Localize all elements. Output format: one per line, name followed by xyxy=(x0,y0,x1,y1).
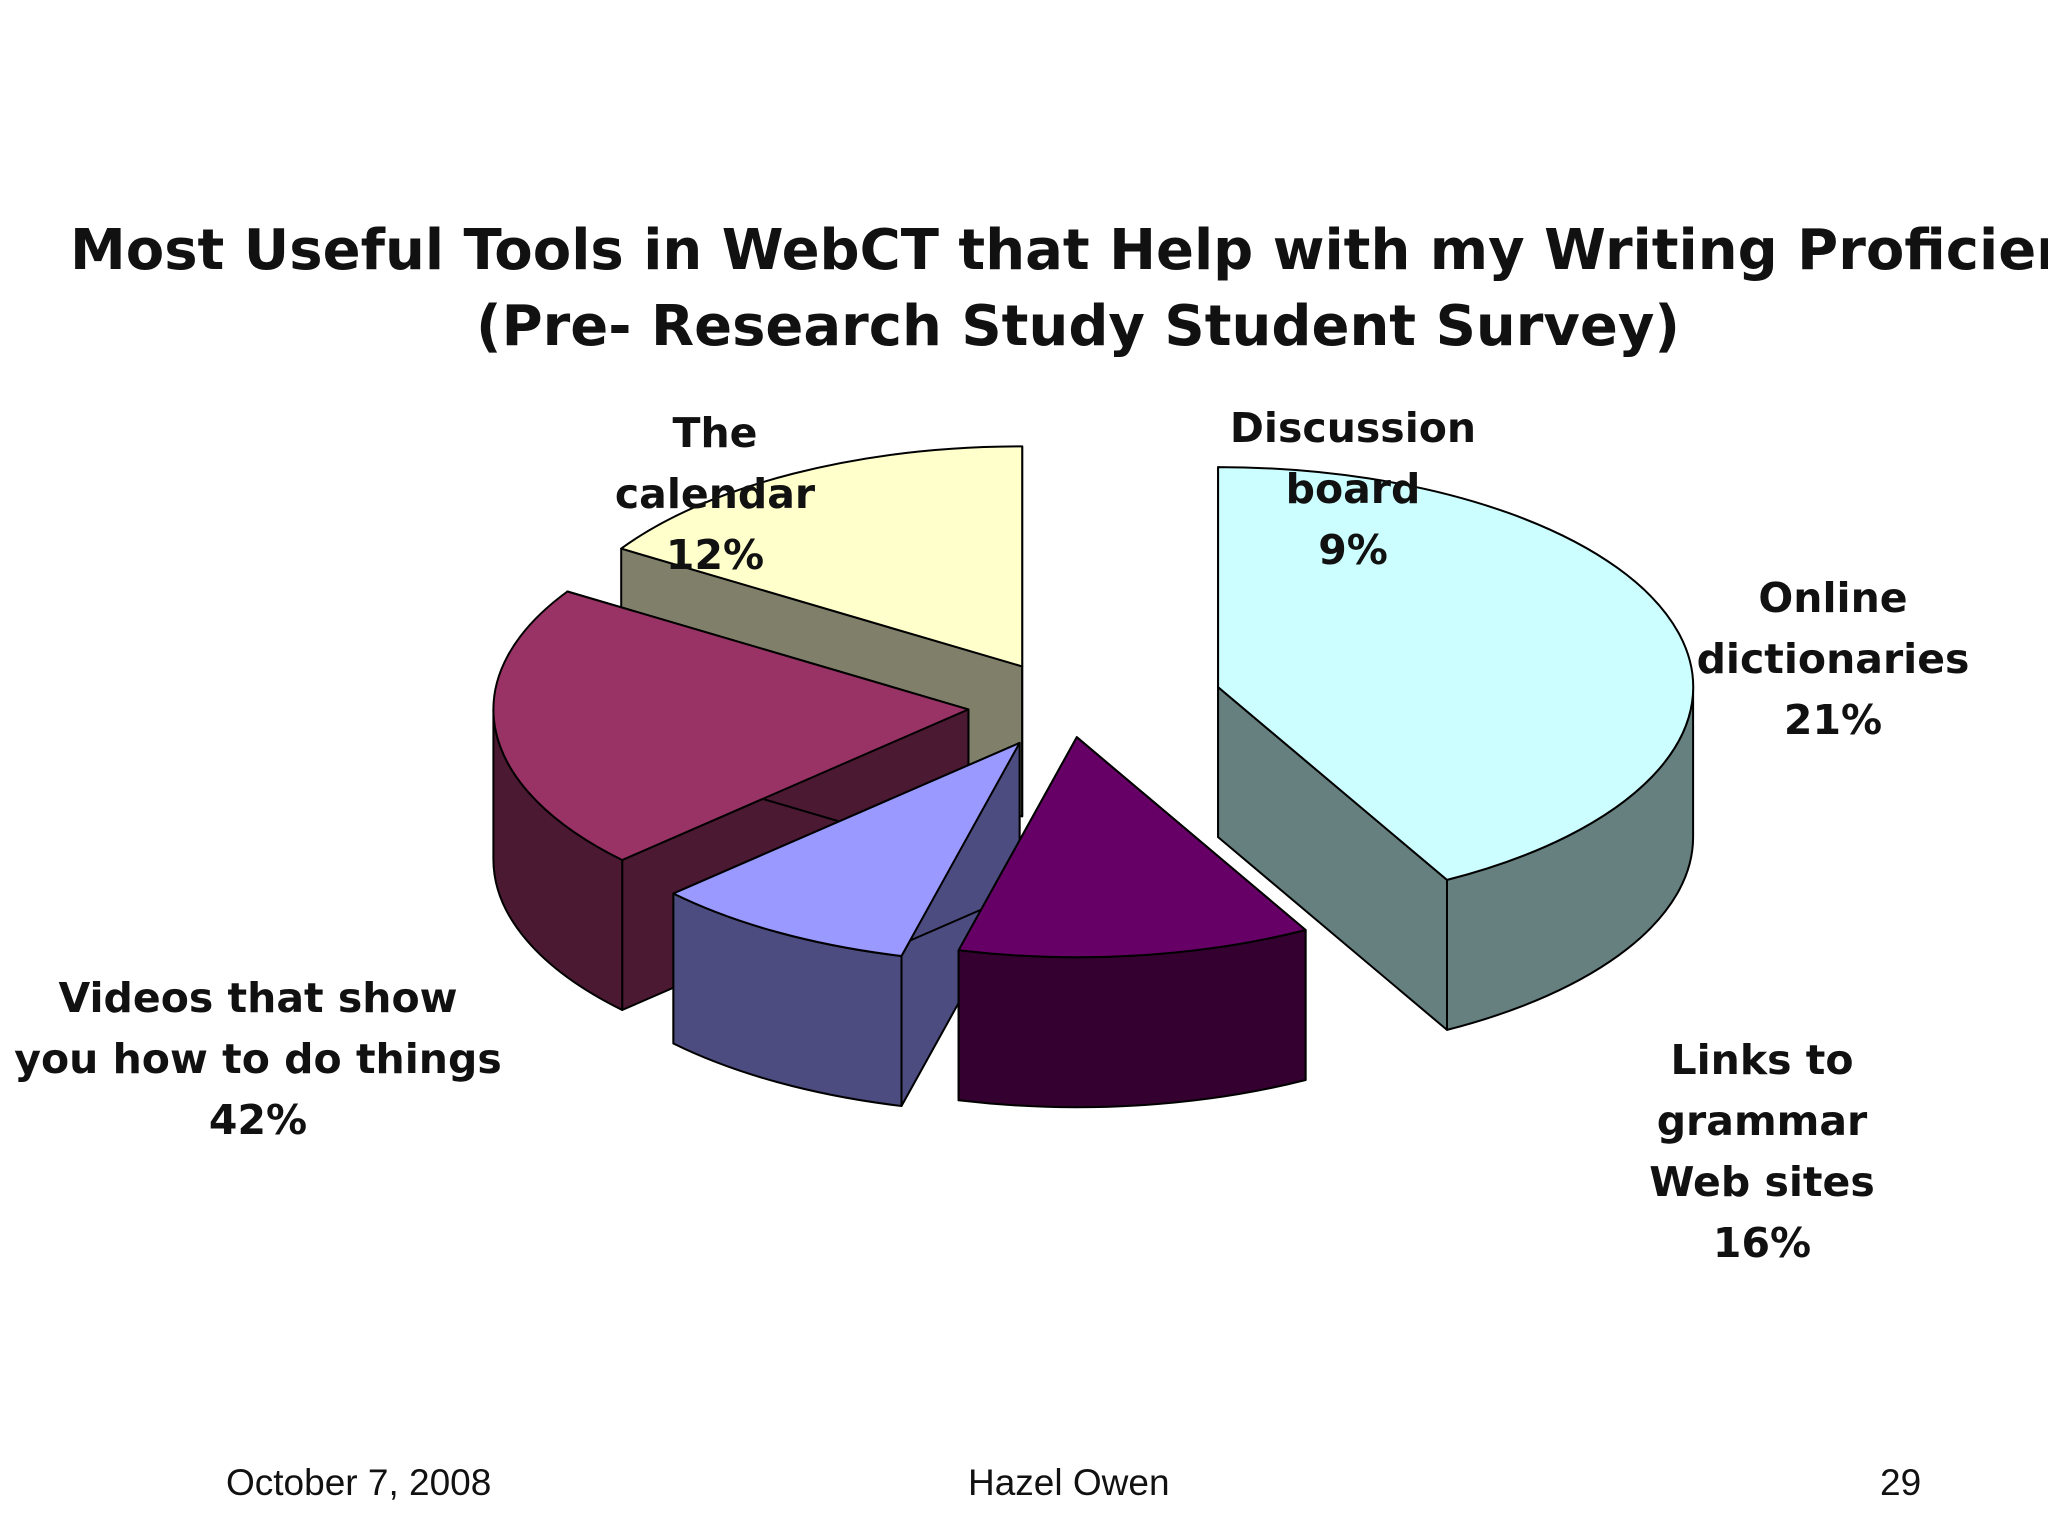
pie-slice-top-2 xyxy=(672,741,1021,957)
pie-slice-top-4 xyxy=(620,445,1024,668)
slice-label-4: Links to grammar Web sites 16% xyxy=(1619,1030,1905,1274)
slice-label-percent-0: 42% xyxy=(208,1096,308,1144)
slice-label-percent-1: 12% xyxy=(665,531,765,579)
slice-label-percent-4: 16% xyxy=(1712,1219,1812,1267)
slice-label-2: Discussion board 9% xyxy=(1230,398,1476,581)
slice-label-percent-2: 9% xyxy=(1318,526,1388,574)
footer-page-number: 29 xyxy=(1880,1462,1922,1503)
pie-slice-1 xyxy=(957,736,1307,1109)
slice-label-name-4: Links to grammar Web sites xyxy=(1649,1036,1875,1206)
footer-author: Hazel Owen xyxy=(968,1462,1170,1503)
slice-label-1: The calendar 12% xyxy=(615,403,815,586)
chart-subtitle: (Pre- Research Study Student Survey) xyxy=(476,294,1680,359)
footer-date: October 7, 2008 xyxy=(226,1462,492,1503)
pie-slice-top-1 xyxy=(957,736,1307,959)
slice-label-3: Online dictionaries 21% xyxy=(1697,568,1970,751)
slice-label-name-3: Online dictionaries xyxy=(1696,574,1970,683)
slice-label-0: Videos that show you how to do things 42% xyxy=(14,968,501,1151)
slice-label-name-0: Videos that show you how to do things xyxy=(14,974,502,1083)
pie-slice-0 xyxy=(1217,466,1695,1031)
chart-title: Most Useful Tools in WebCT that Help wit… xyxy=(70,218,2048,283)
pie-slice-2 xyxy=(672,741,1021,1107)
slice-label-name-1: The calendar xyxy=(614,409,816,518)
slice-label-percent-3: 21% xyxy=(1783,696,1883,744)
slice-label-name-2: Discussion board xyxy=(1229,404,1477,513)
pie-slice-top-0 xyxy=(1217,466,1695,881)
pie-slice-top-3 xyxy=(492,590,970,861)
